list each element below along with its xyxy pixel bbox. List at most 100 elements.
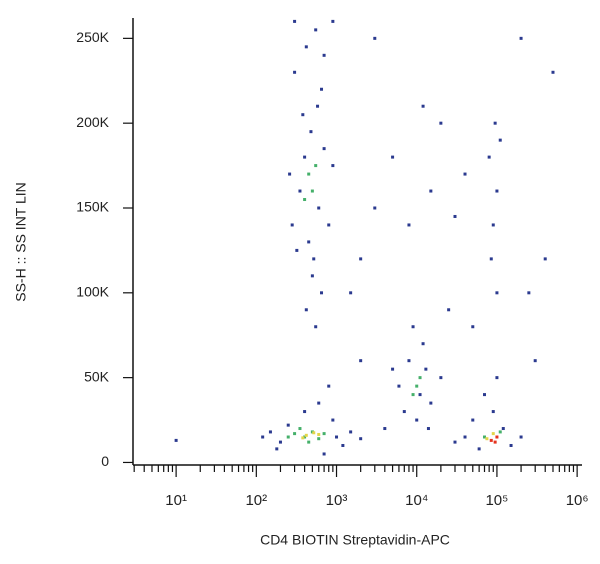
data-point [317, 432, 321, 436]
data-point [415, 384, 419, 388]
data-point [491, 410, 495, 414]
data-point [447, 308, 451, 312]
data-point [487, 155, 491, 159]
data-point [373, 36, 377, 40]
data-point [320, 291, 324, 295]
data-point [349, 291, 353, 295]
data-point [303, 198, 307, 202]
data-point [331, 418, 335, 422]
data-point [304, 308, 308, 312]
data-point [298, 427, 302, 431]
data-point [327, 384, 331, 388]
data-point [320, 87, 324, 91]
data-point [509, 443, 513, 447]
data-point [418, 393, 422, 397]
data-point [317, 437, 321, 441]
x-tick-label: 10³ [326, 492, 348, 509]
data-point [453, 440, 457, 444]
data-point [359, 359, 363, 363]
data-point [495, 376, 499, 380]
data-point [463, 435, 467, 439]
data-point [495, 189, 499, 193]
data-point [293, 19, 297, 23]
data-point [310, 189, 314, 193]
x-tick-label: 10¹ [165, 492, 187, 509]
data-point [349, 430, 353, 434]
data-point [421, 104, 425, 108]
data-point [303, 410, 307, 414]
data-point [491, 223, 495, 227]
data-point [304, 433, 308, 437]
data-point [407, 223, 411, 227]
data-point [327, 223, 331, 227]
data-point [519, 435, 523, 439]
data-point [397, 384, 401, 388]
data-point [307, 240, 311, 244]
y-tick-label: 0 [101, 453, 109, 469]
x-tick-label: 10² [245, 492, 267, 509]
data-point [314, 164, 318, 168]
data-point [391, 367, 395, 371]
x-tick-label: 10⁶ [566, 492, 589, 509]
data-point [309, 130, 313, 134]
x-axis-label: CD4 BIOTIN Streptavidin-APC [260, 532, 450, 548]
data-point [335, 435, 339, 439]
data-point [275, 447, 279, 451]
data-point [341, 443, 345, 447]
data-point [316, 104, 320, 108]
data-point [463, 172, 467, 176]
y-tick-label: 50K [84, 368, 110, 384]
data-point [489, 257, 493, 261]
data-point [331, 19, 335, 23]
data-point [307, 440, 311, 444]
data-point [429, 189, 433, 193]
x-tick-label: 10⁵ [485, 492, 508, 509]
data-point [439, 376, 443, 380]
data-point [418, 376, 422, 380]
data-point [312, 431, 316, 435]
data-point [477, 447, 481, 451]
data-point [439, 121, 443, 125]
data-point [307, 172, 311, 176]
data-point [303, 155, 307, 159]
data-point [493, 440, 497, 444]
data-point [317, 206, 321, 210]
data-point [278, 440, 282, 444]
data-point [312, 257, 316, 261]
data-point [519, 36, 523, 40]
data-point [174, 438, 178, 442]
y-tick-label: 150K [76, 199, 109, 215]
data-point [495, 435, 499, 439]
data-point [322, 432, 326, 436]
data-point [429, 401, 433, 405]
y-tick-label: 100K [76, 284, 109, 300]
data-point [310, 274, 314, 278]
y-tick-label: 200K [76, 114, 109, 130]
data-point [322, 53, 326, 57]
data-point [527, 291, 531, 295]
data-point [301, 436, 305, 440]
data-point [322, 452, 326, 456]
data-point [298, 189, 302, 193]
data-point [551, 70, 555, 74]
data-point [471, 418, 475, 422]
y-axis-label: SS-H :: SS INT LIN [13, 182, 29, 302]
data-point [415, 418, 419, 422]
data-point [317, 401, 321, 405]
data-point [426, 427, 430, 431]
data-point [483, 393, 487, 397]
data-point [293, 70, 297, 74]
data-point [293, 432, 297, 436]
data-point [268, 430, 272, 434]
data-point [331, 164, 335, 168]
data-point [485, 437, 489, 441]
data-point [359, 257, 363, 261]
data-point [314, 325, 318, 329]
data-point [314, 28, 318, 32]
data-point [304, 45, 308, 49]
data-point [483, 435, 487, 439]
data-point [424, 367, 428, 371]
data-point [411, 393, 415, 397]
data-point [491, 432, 495, 436]
